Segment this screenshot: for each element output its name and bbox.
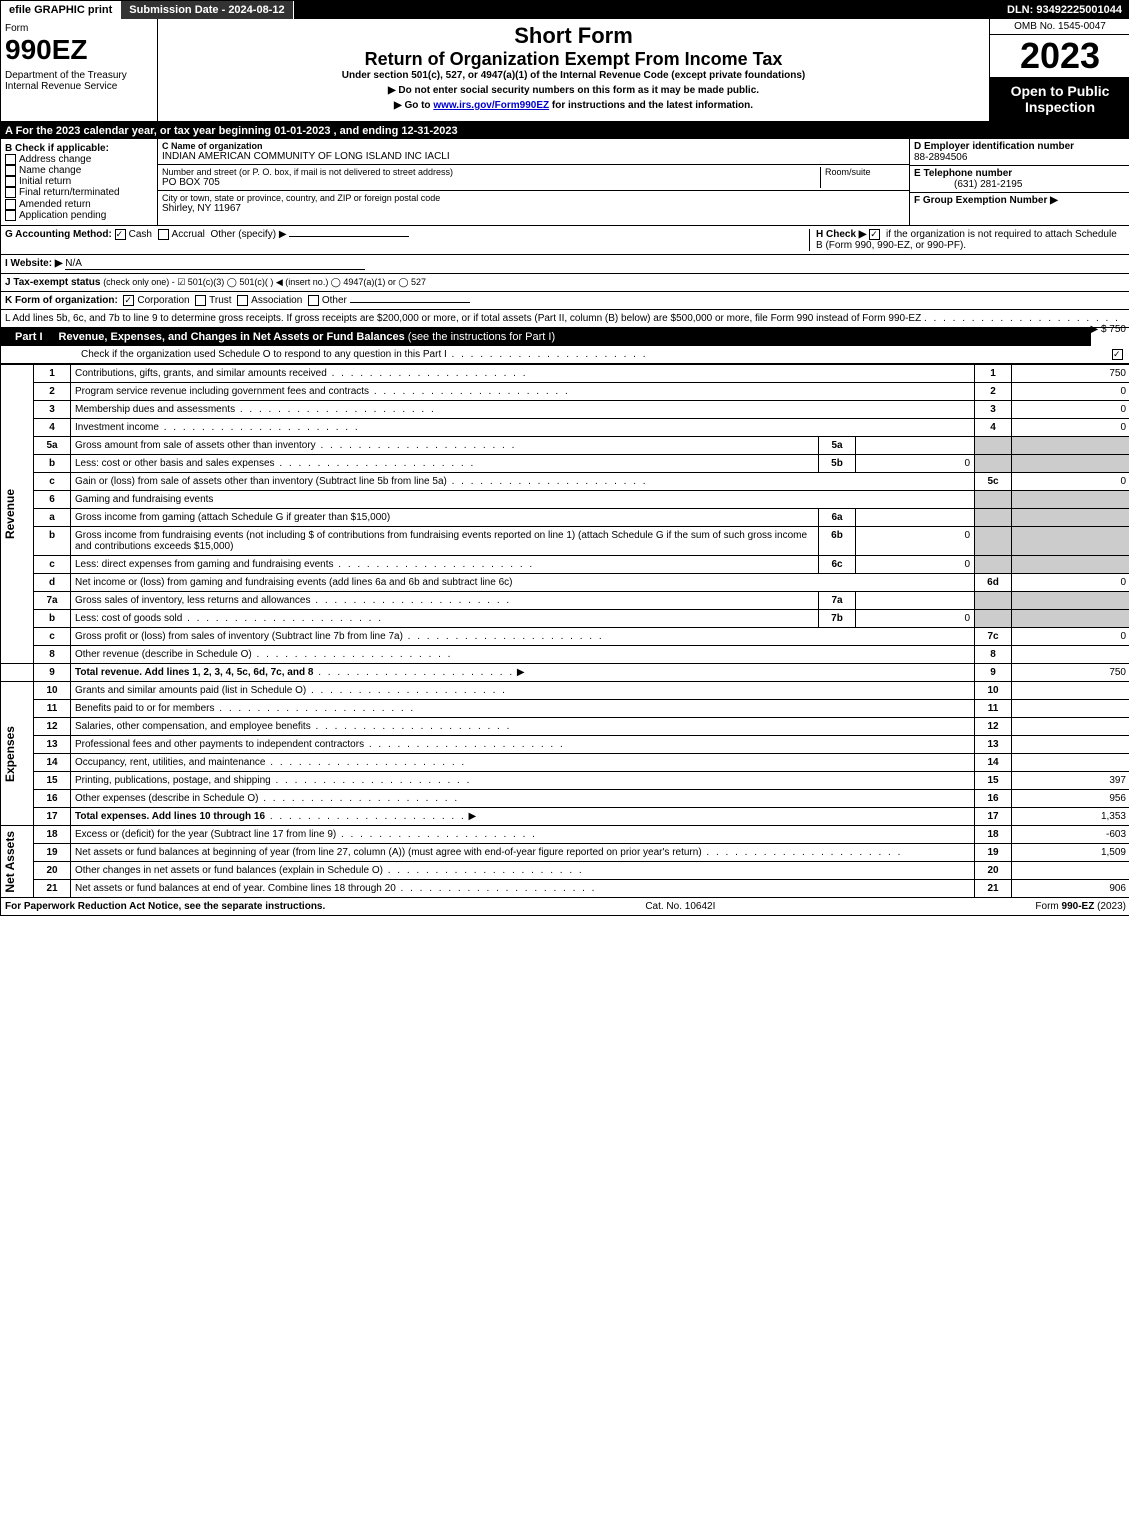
- g-label: G Accounting Method:: [5, 229, 112, 240]
- netassets-label: Net Assets: [1, 829, 19, 895]
- ein: 88-2894506: [914, 152, 967, 163]
- expenses-label: Expenses: [1, 724, 19, 784]
- chk-accrual[interactable]: [158, 229, 169, 240]
- line-i: I Website: ▶ N/A: [1, 255, 1129, 274]
- chk-schedo[interactable]: [1112, 349, 1123, 360]
- under-section: Under section 501(c), 527, or 4947(a)(1)…: [162, 70, 985, 81]
- city: Shirley, NY 11967: [162, 203, 905, 214]
- section-c: C Name of organization INDIAN AMERICAN C…: [158, 139, 909, 225]
- chk-corp[interactable]: [123, 295, 134, 306]
- topbar: efile GRAPHIC print Submission Date - 20…: [1, 1, 1129, 19]
- part1-header: Part I Revenue, Expenses, and Changes in…: [1, 328, 1091, 346]
- cat-no: Cat. No. 10642I: [325, 901, 1035, 912]
- section-bcdef: B Check if applicable: Address change Na…: [1, 139, 1129, 226]
- return-title: Return of Organization Exempt From Incom…: [162, 49, 985, 70]
- phone: (631) 281-2195: [914, 179, 1022, 190]
- revenue-label: Revenue: [1, 487, 19, 541]
- line-h: H Check ▶ if the organization is not req…: [809, 229, 1126, 251]
- f-label: F Group Exemption Number ▶: [914, 195, 1058, 206]
- section-def: D Employer identification number 88-2894…: [909, 139, 1129, 225]
- part1-check: Check if the organization used Schedule …: [1, 346, 1129, 364]
- chk-pending[interactable]: Application pending: [5, 210, 153, 221]
- short-form-title: Short Form: [162, 23, 985, 49]
- chk-schedb[interactable]: [869, 229, 880, 240]
- omb-number: OMB No. 1545-0047: [990, 19, 1129, 35]
- city-label: City or town, state or province, country…: [162, 193, 905, 203]
- chk-assoc[interactable]: [237, 295, 248, 306]
- chk-cash[interactable]: [115, 229, 126, 240]
- line-a: A For the 2023 calendar year, or tax yea…: [1, 123, 1129, 139]
- l-text: L Add lines 5b, 6c, and 7b to line 9 to …: [5, 313, 921, 324]
- open-inspection: Open to Public Inspection: [990, 77, 1129, 121]
- part1-title: Revenue, Expenses, and Changes in Net As…: [59, 331, 405, 343]
- c-label: C Name of organization: [162, 141, 263, 151]
- chk-initial[interactable]: Initial return: [5, 176, 153, 187]
- page-footer: For Paperwork Reduction Act Notice, see …: [1, 898, 1129, 915]
- j-text: (check only one) - ☑ 501(c)(3) ◯ 501(c)(…: [103, 277, 426, 287]
- header-right: OMB No. 1545-0047 2023 Open to Public In…: [989, 19, 1129, 121]
- d-label: D Employer identification number: [914, 141, 1074, 152]
- website: N/A: [65, 258, 365, 270]
- form-header: Form 990EZ Department of the Treasury In…: [1, 19, 1129, 123]
- b-header: B Check if applicable:: [5, 143, 153, 154]
- header-center: Short Form Return of Organization Exempt…: [158, 19, 989, 121]
- chk-name[interactable]: Name change: [5, 165, 153, 176]
- header-left: Form 990EZ Department of the Treasury In…: [1, 19, 158, 121]
- line-gh: G Accounting Method: Cash Accrual Other …: [1, 226, 1129, 255]
- irs-link[interactable]: www.irs.gov/Form990EZ: [433, 100, 549, 111]
- form-number: 990EZ: [5, 34, 153, 66]
- dln: DLN: 93492225001044: [999, 1, 1129, 19]
- i-label: I Website: ▶: [5, 258, 63, 269]
- h-label: H Check ▶: [816, 229, 866, 240]
- part1-label: Part I: [7, 331, 51, 343]
- chk-trust[interactable]: [195, 295, 206, 306]
- submission-date: Submission Date - 2024-08-12: [121, 1, 293, 19]
- street-label: Number and street (or P. O. box, if mail…: [162, 167, 820, 177]
- line-g: G Accounting Method: Cash Accrual Other …: [5, 229, 809, 251]
- pra-notice: For Paperwork Reduction Act Notice, see …: [5, 901, 325, 912]
- tax-year: 2023: [990, 35, 1129, 77]
- part1-table: Revenue 1Contributions, gifts, grants, a…: [1, 364, 1129, 898]
- efile-print[interactable]: efile GRAPHIC print: [1, 1, 121, 19]
- k-label: K Form of organization:: [5, 295, 118, 306]
- form-id: Form 990-EZ (2023): [1035, 901, 1126, 912]
- e-label: E Telephone number: [914, 168, 1012, 179]
- chk-other[interactable]: [308, 295, 319, 306]
- chk-final[interactable]: Final return/terminated: [5, 187, 153, 198]
- street: PO BOX 705: [162, 177, 820, 188]
- form-990ez: efile GRAPHIC print Submission Date - 20…: [0, 0, 1129, 916]
- irs-label: Internal Revenue Service: [5, 81, 153, 92]
- line-l: L Add lines 5b, 6c, and 7b to line 9 to …: [1, 310, 1129, 328]
- section-b: B Check if applicable: Address change Na…: [1, 139, 158, 225]
- chk-amended[interactable]: Amended return: [5, 199, 153, 210]
- line-k: K Form of organization: Corporation Trus…: [1, 292, 1129, 310]
- form-label: Form: [5, 23, 153, 34]
- l-amount: ▶ $ 750: [1091, 324, 1127, 335]
- org-name: INDIAN AMERICAN COMMUNITY OF LONG ISLAND…: [162, 151, 905, 162]
- chk-address[interactable]: Address change: [5, 154, 153, 165]
- j-label: J Tax-exempt status: [5, 277, 100, 288]
- dept-label: Department of the Treasury: [5, 70, 153, 81]
- room-label: Room/suite: [820, 167, 905, 188]
- line-j: J Tax-exempt status (check only one) - ☑…: [1, 274, 1129, 292]
- ssn-note: ▶ Do not enter social security numbers o…: [162, 85, 985, 96]
- goto-note: ▶ Go to www.irs.gov/Form990EZ for instru…: [162, 100, 985, 111]
